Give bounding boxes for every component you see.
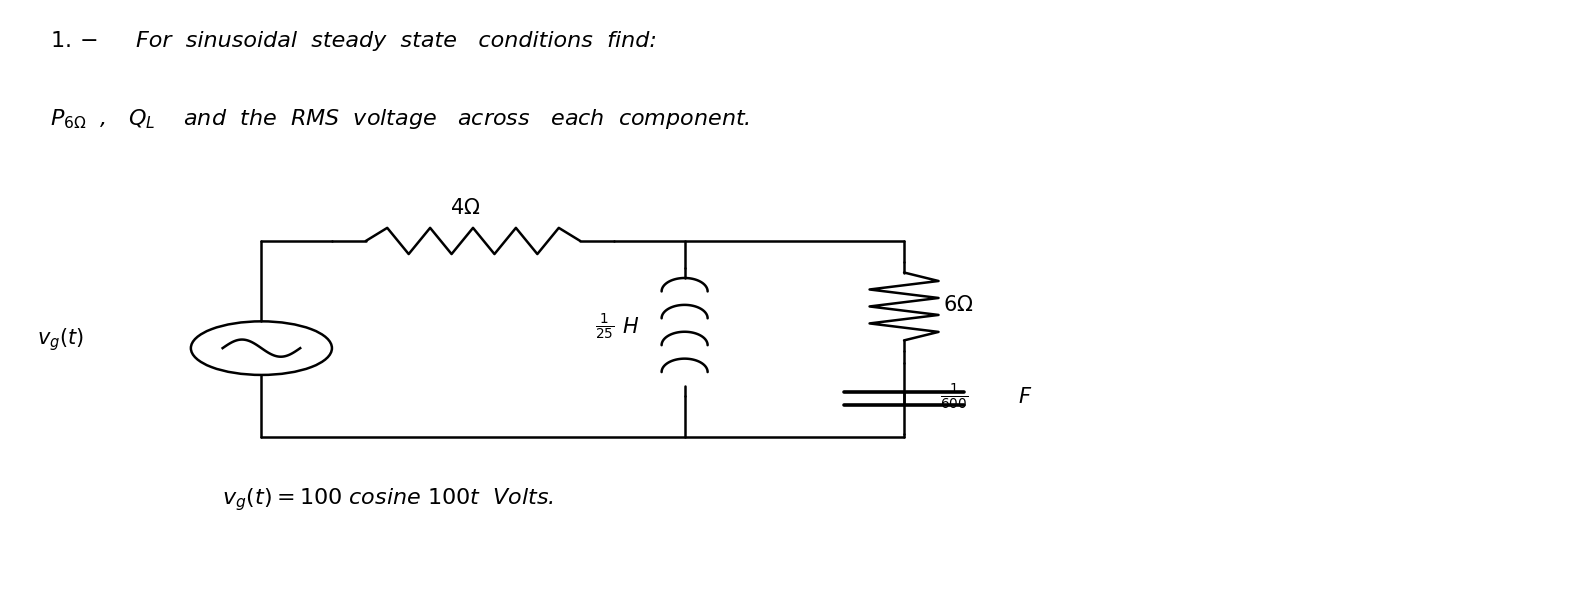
Text: For  sinusoidal  steady  state   conditions  find:: For sinusoidal steady state conditions f… (135, 31, 658, 52)
Text: $\frac{1}{25}$: $\frac{1}{25}$ (595, 313, 613, 343)
Text: $H$: $H$ (621, 317, 639, 337)
Text: $v_g(t)$: $v_g(t)$ (38, 326, 85, 353)
Text: $\frac{1}{600}$: $\frac{1}{600}$ (941, 382, 967, 412)
Text: $4\Omega$: $4\Omega$ (450, 198, 480, 218)
Text: $6\Omega$: $6\Omega$ (944, 295, 974, 316)
Text: $1.-$: $1.-$ (50, 31, 98, 52)
Text: $P_{6\Omega}$  ,   $Q_L$    and  the  RMS  voltage   across   each  component.: $P_{6\Omega}$ , $Q_L$ and the RMS voltag… (50, 107, 750, 131)
Text: $v_g(t) = 100$ cosine $100t$  Volts.: $v_g(t) = 100$ cosine $100t$ Volts. (222, 487, 554, 513)
Text: $F$: $F$ (1018, 387, 1033, 407)
